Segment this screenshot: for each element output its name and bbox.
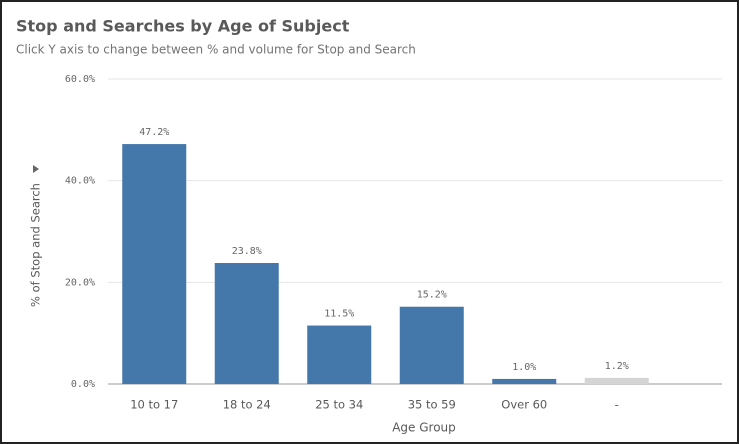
chart-title: Stop and Searches by Age of Subject (16, 17, 350, 36)
bar (492, 378, 557, 384)
bar (122, 144, 187, 384)
y-tick-label: 20.0% (65, 277, 95, 288)
y-tick-label: 40.0% (65, 176, 95, 187)
data-label: 47.2% (139, 127, 169, 138)
y-tick-label: 60.0% (65, 74, 95, 85)
axis-toggle-icon[interactable] (33, 165, 39, 173)
x-tick-label: 18 to 24 (223, 398, 271, 412)
bar (307, 325, 372, 384)
y-axis-label[interactable]: % of Stop and Search (29, 183, 43, 307)
bar (584, 377, 649, 384)
bar (399, 306, 464, 384)
x-tick-label: - (615, 398, 619, 412)
data-label: 1.0% (512, 362, 536, 373)
x-tick-label: 10 to 17 (130, 398, 178, 412)
y-tick-label: 0.0% (71, 379, 95, 390)
data-label: 23.8% (232, 246, 262, 257)
bar (214, 263, 279, 384)
x-tick-label: 35 to 59 (408, 398, 456, 412)
data-label: 11.5% (324, 309, 354, 320)
x-tick-label: Over 60 (501, 398, 547, 412)
data-label: 1.2% (605, 361, 629, 372)
x-axis-label: Age Group (392, 421, 456, 435)
x-tick-label: 25 to 34 (315, 398, 363, 412)
data-label: 15.2% (417, 290, 447, 301)
chart-subtitle: Click Y axis to change between % and vol… (16, 43, 416, 57)
